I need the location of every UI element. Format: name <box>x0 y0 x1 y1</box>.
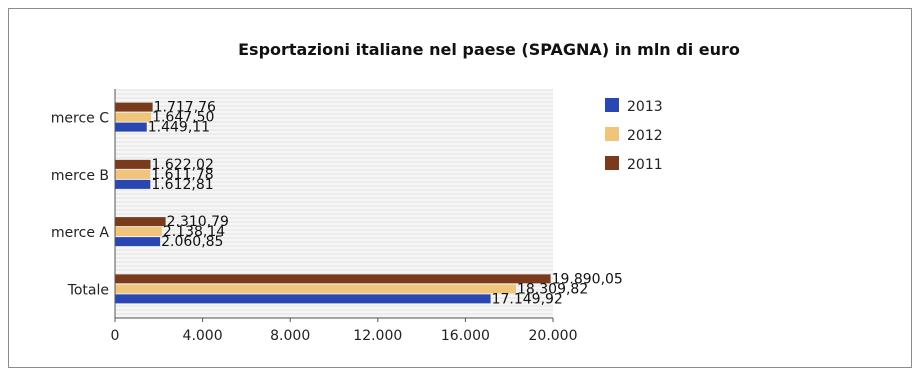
bar-2011-merce-c <box>115 102 153 112</box>
data-label: 19.890,05 <box>552 271 623 287</box>
x-tick-label: 16.000 <box>441 328 490 344</box>
category-label: merce C <box>51 111 109 127</box>
data-label: 1.611,78 <box>151 167 213 183</box>
bar-2012-merce-b <box>115 169 151 179</box>
x-tick-label: 0 <box>111 328 120 344</box>
data-label: 2.138,14 <box>163 224 225 240</box>
chart-title: Esportazioni italiane nel paese (SPAGNA)… <box>238 40 740 59</box>
data-label: 1.622,02 <box>152 157 214 173</box>
bar-2012-totale <box>115 284 516 294</box>
data-label: 1.612,81 <box>151 177 213 193</box>
bar-2013-merce-b <box>115 179 151 189</box>
data-label: 1.717,76 <box>154 100 216 116</box>
data-label: 2.310,79 <box>167 214 229 230</box>
x-tick-label: 8.000 <box>270 328 310 344</box>
legend-label-2011: 2011 <box>627 157 663 173</box>
data-label: 2.060,85 <box>161 234 223 250</box>
data-label: 18.309,82 <box>517 281 588 297</box>
x-tick-label: 20.000 <box>529 328 578 344</box>
legend-swatch-2011 <box>605 156 619 170</box>
bar-2013-merce-a <box>115 237 161 247</box>
legend-label-2012: 2012 <box>627 128 663 144</box>
legend: 2013 2012 2011 <box>605 98 663 173</box>
bar-2011-merce-a <box>115 217 166 227</box>
category-label: merce B <box>51 168 109 184</box>
category-label: Totale <box>67 282 109 298</box>
bar-chart: Esportazioni italiane nel paese (SPAGNA)… <box>51 40 740 344</box>
legend-label-2013: 2013 <box>627 99 663 115</box>
bar-2011-merce-b <box>115 159 151 169</box>
bar-2011-totale <box>115 274 551 284</box>
legend-swatch-2013 <box>605 98 619 112</box>
bar-2012-merce-a <box>115 227 162 237</box>
legend-swatch-2012 <box>605 127 619 141</box>
x-tick-label: 12.000 <box>353 328 402 344</box>
bar-2013-totale <box>115 294 491 304</box>
category-label: merce A <box>51 225 109 241</box>
bar-2012-merce-c <box>115 112 152 122</box>
data-label: 1.647,50 <box>152 110 214 126</box>
chart-frame: Esportazioni italiane nel paese (SPAGNA)… <box>8 8 912 368</box>
data-label: 1.449,11 <box>148 120 210 136</box>
x-tick-label: 4.000 <box>183 328 223 344</box>
bar-2013-merce-c <box>115 122 147 132</box>
data-label: 17.149,92 <box>492 291 563 307</box>
